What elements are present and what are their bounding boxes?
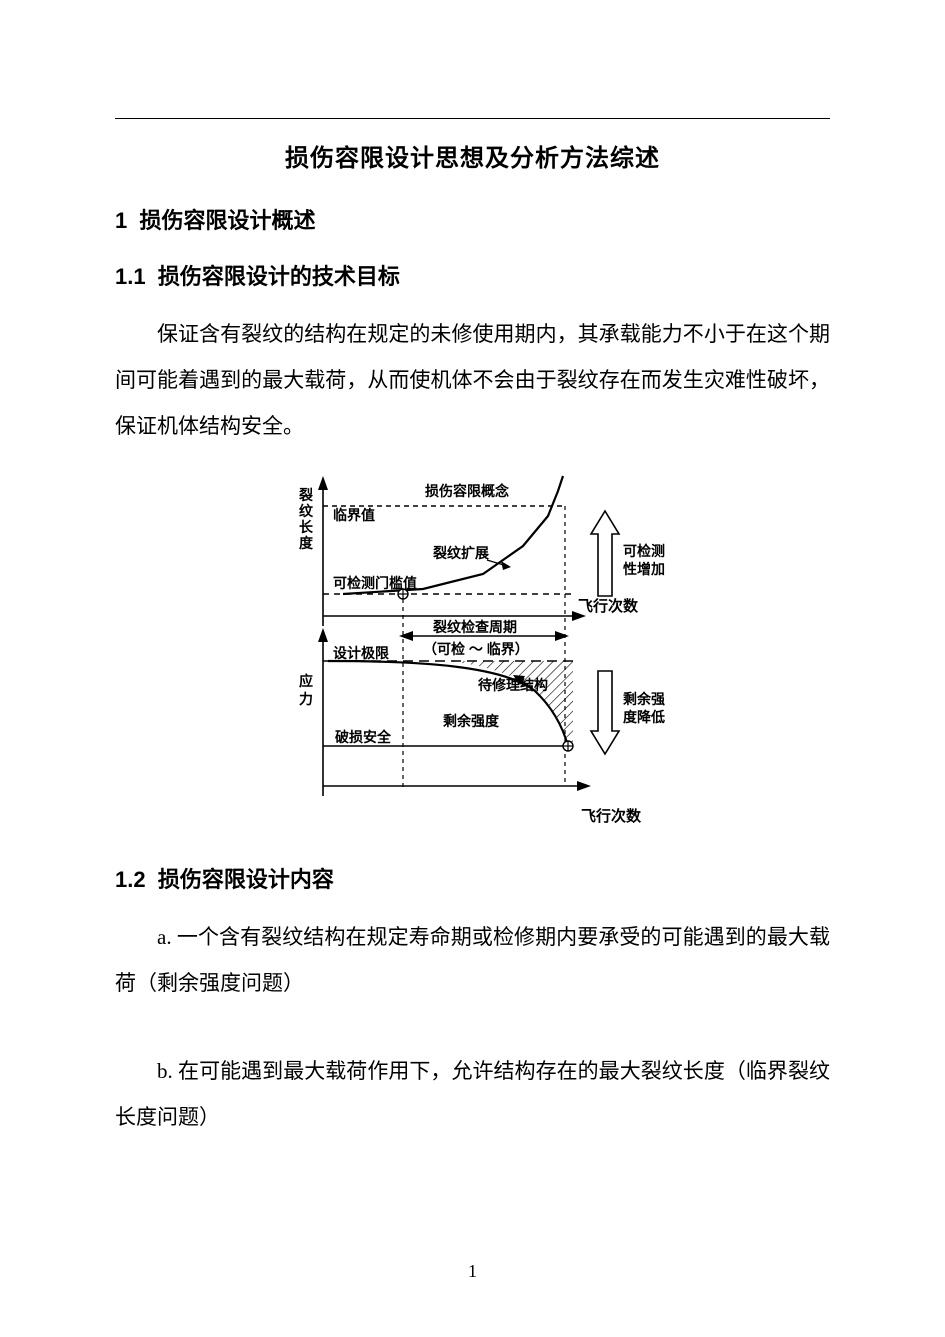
period-label: 裂纹检查周期 [432, 619, 517, 635]
upper-ylabel-4: 度 [299, 535, 314, 551]
section-1-label: 损伤容限设计概述 [139, 208, 315, 233]
lower-xlabel: 飞行次数 [581, 807, 642, 825]
failsafe-label: 破损安全 [335, 729, 392, 745]
section-1-2-item-a: a. 一个含有裂纹结构在规定寿命期或检修期内要承受的可能遇到的最大载荷（剩余强度… [115, 914, 830, 1006]
concept-label: 损伤容限概念 [425, 483, 510, 499]
lower-ylabel-1: 应 [299, 673, 313, 689]
section-1-2-heading: 1.2 损伤容限设计内容 [115, 862, 830, 894]
section-1-1-num: 1.1 [115, 264, 146, 289]
threshold-label: 可检测门槛值 [333, 575, 417, 591]
damage-tolerance-figure: 裂 纹 长 度 临界值 可检测门槛值 裂纹扩展 损伤容限概念 飞行次数 可检测 … [273, 466, 673, 836]
period-sub-label: （可检 ～ 临界） [423, 641, 529, 657]
section-1-2-label: 损伤容限设计内容 [158, 867, 334, 892]
section-1-1-heading: 1.1 损伤容限设计的技术目标 [115, 259, 830, 291]
upper-ylabel: 裂 [298, 487, 313, 503]
paragraph-gap [115, 1014, 830, 1048]
upper-ylabel-2: 纹 [299, 503, 314, 519]
figure-container: 裂 纹 长 度 临界值 可检测门槛值 裂纹扩展 损伤容限概念 飞行次数 可检测 … [115, 466, 830, 836]
residual-label: 剩余强度 [443, 713, 500, 729]
section-1-num: 1 [115, 208, 127, 233]
section-1-heading: 1 损伤容限设计概述 [115, 203, 830, 235]
section-1-2-item-b: b. 在可能遇到最大载荷作用下，允许结构存在的最大裂纹长度（临界裂纹长度问题） [115, 1048, 830, 1140]
repair-label: 待修理结构 [478, 677, 548, 693]
design-limit-label: 设计极限 [333, 645, 389, 661]
critical-label: 临界值 [333, 507, 375, 523]
section-1-1-paragraph: 保证含有裂纹的结构在规定的未修使用期内，其承载能力不小于在这个期间可能着遇到的最… [115, 311, 830, 450]
upper-ylabel-3: 长 [299, 519, 314, 535]
top-rule [115, 118, 830, 119]
page-number: 1 [0, 1261, 945, 1282]
document-title: 损伤容限设计思想及分析方法综述 [115, 138, 830, 173]
upper-xlabel: 飞行次数 [578, 597, 639, 615]
lower-ylabel-2: 力 [299, 691, 313, 707]
section-1-2-num: 1.2 [115, 867, 146, 892]
section-1-1-label: 损伤容限设计的技术目标 [158, 264, 400, 289]
growth-label: 裂纹扩展 [432, 545, 489, 561]
lower-right-arrow-label-1: 剩余强 [623, 691, 665, 707]
upper-right-arrow-label-1: 可检测 [623, 543, 665, 559]
upper-right-arrow-label-2: 性增加 [623, 561, 665, 577]
lower-right-arrow-label-2: 度降低 [623, 709, 665, 725]
